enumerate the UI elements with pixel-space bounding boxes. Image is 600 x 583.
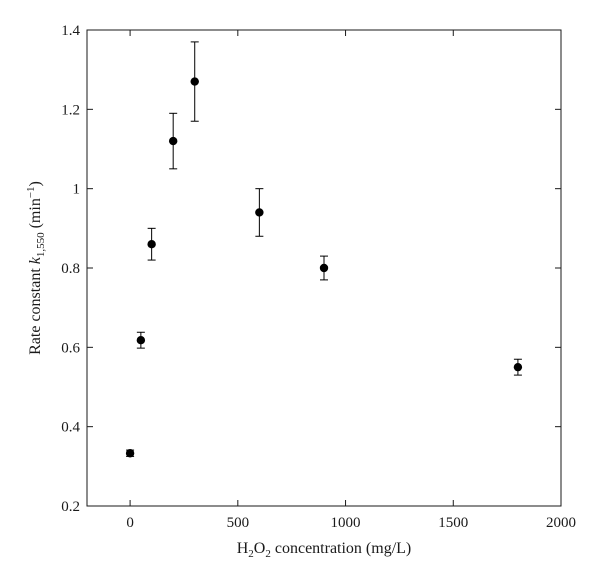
x-tick-label: 2000 — [546, 515, 576, 531]
marker — [147, 240, 156, 249]
marker — [125, 449, 135, 458]
y-tick-label: 1 — [73, 182, 81, 198]
data-point — [136, 331, 146, 349]
y-axis: 0.2 0.4 0.6 0.8 1 1.2 1.4 — [61, 23, 561, 515]
data-point — [147, 227, 156, 261]
data-point — [168, 112, 178, 170]
marker — [136, 335, 146, 345]
x-axis: 0 500 1000 1500 2000 — [126, 30, 576, 531]
data-point — [255, 188, 264, 237]
x-tick-label: 500 — [227, 515, 250, 531]
marker — [168, 136, 178, 146]
y-tick-label: 1.2 — [61, 102, 80, 118]
data-series — [125, 41, 523, 458]
x-tick-label: 1000 — [331, 515, 361, 531]
data-point — [513, 358, 523, 376]
marker — [319, 263, 329, 273]
data-point — [125, 449, 135, 458]
marker — [255, 208, 264, 217]
y-tick-label: 0.6 — [61, 340, 80, 356]
y-tick-label: 0.4 — [61, 420, 80, 436]
y-axis-title: Rate constant k1,550 (min−1) — [25, 181, 47, 355]
y-tick-label: 0.8 — [61, 261, 80, 277]
data-point — [190, 41, 199, 122]
marker — [513, 362, 523, 372]
x-tick-label: 0 — [126, 515, 134, 531]
x-axis-title: H2O2 concentration (mg/L) — [237, 540, 412, 560]
y-tick-label: 0.2 — [61, 499, 80, 515]
data-point — [319, 255, 329, 281]
marker — [190, 77, 199, 86]
x-tick-label: 1500 — [438, 515, 468, 531]
y-tick-label: 1.4 — [61, 23, 80, 39]
